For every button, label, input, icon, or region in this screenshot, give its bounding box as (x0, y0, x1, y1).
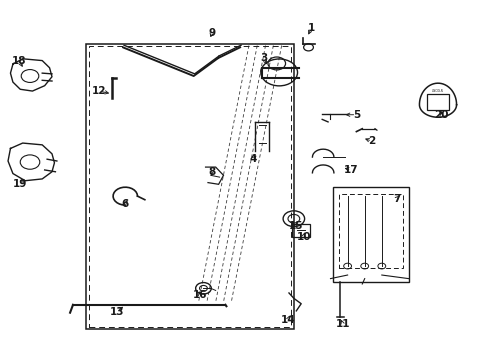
Text: 20: 20 (434, 110, 449, 120)
Text: 15: 15 (289, 221, 303, 231)
Text: 13: 13 (110, 307, 124, 317)
Text: 10: 10 (296, 232, 311, 242)
Bar (89, 45, 292, 327)
Text: 11: 11 (336, 319, 350, 329)
Bar (339, 194, 403, 268)
Bar (333, 187, 409, 282)
Text: LINCOLN: LINCOLN (432, 89, 444, 93)
Text: 5: 5 (353, 110, 360, 120)
Text: 17: 17 (344, 165, 359, 175)
Text: 2: 2 (368, 136, 376, 146)
Text: 16: 16 (193, 291, 207, 301)
Text: 1: 1 (308, 23, 315, 33)
Bar (427, 94, 449, 110)
Text: 4: 4 (249, 154, 257, 164)
Text: 18: 18 (12, 56, 26, 66)
Text: 9: 9 (208, 28, 215, 38)
Text: CONTINENTAL: CONTINENTAL (430, 94, 446, 95)
Text: 7: 7 (393, 194, 400, 204)
Text: 6: 6 (122, 199, 129, 210)
Text: 12: 12 (92, 86, 107, 96)
Text: 3: 3 (260, 53, 267, 63)
Text: 19: 19 (13, 179, 27, 189)
Text: 8: 8 (208, 167, 216, 177)
Text: 14: 14 (281, 315, 295, 325)
